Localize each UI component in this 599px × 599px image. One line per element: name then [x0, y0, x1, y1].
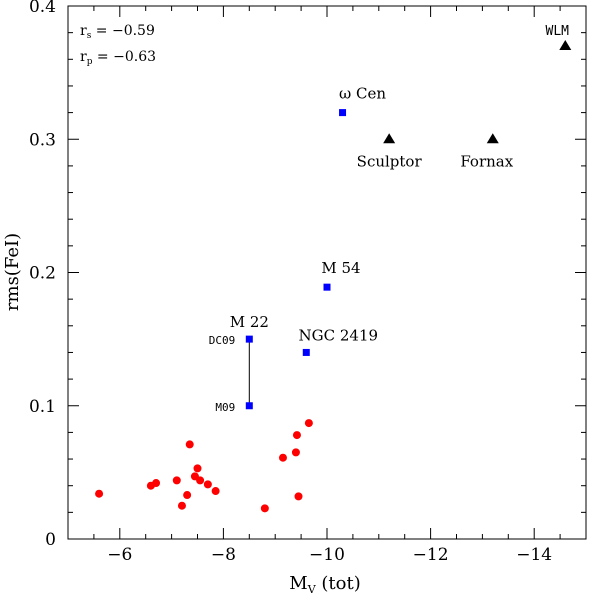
- y-tick-label: 0.2: [29, 264, 56, 284]
- x-tick-label: −14: [516, 545, 552, 565]
- data-point-black: [383, 133, 396, 144]
- stat-spearman: rs = −0.59: [80, 23, 155, 41]
- axis-ticks: [67, 5, 587, 540]
- x-tick-label: −12: [413, 545, 449, 565]
- data-point-blue: [245, 402, 253, 410]
- group-label-m22: M 22: [230, 313, 269, 331]
- point-labels: DC09 M09 NGC 2419 M 54 ω Cen Sculptor Fornax WL…: [209, 24, 569, 414]
- data-point-blue: [339, 109, 347, 117]
- data-point-black: [486, 133, 499, 144]
- data-point-red: [177, 501, 186, 510]
- data-point-red: [95, 489, 104, 498]
- data-point-blue: [302, 348, 310, 356]
- data-point-red: [294, 492, 303, 501]
- point-label: M09: [215, 401, 235, 414]
- stat-spearman-symbol: r: [80, 23, 87, 39]
- data-point-red: [152, 479, 161, 488]
- x-axis-label-sub: V: [307, 583, 317, 596]
- y-axis-label: rms(FeI): [2, 233, 23, 311]
- point-label: M 54: [321, 259, 360, 277]
- data-point-red: [185, 440, 194, 449]
- data-point-red: [260, 504, 269, 513]
- x-axis-label-rest: (tot): [316, 573, 361, 594]
- x-tick-label: −8: [211, 545, 236, 565]
- x-tick-label: −10: [309, 545, 345, 565]
- x-tick-label: −6: [107, 545, 132, 565]
- y-tick-label: 0.4: [29, 0, 56, 17]
- data-point-red: [291, 448, 300, 457]
- data-point-black: [559, 39, 572, 50]
- point-label: ω Cen: [339, 85, 386, 103]
- x-axis-label: MV (tot): [289, 573, 360, 596]
- data-point-red: [292, 431, 301, 440]
- stat-pearson-symbol: r: [80, 49, 87, 65]
- data-point-red: [183, 491, 192, 500]
- data-point-red: [193, 464, 202, 473]
- tick-labels: −6 −8 −10 −12 −14 0 0.1 0.2 0.3 0.4: [29, 0, 552, 565]
- point-label: NGC 2419: [299, 326, 379, 344]
- point-label: Sculptor: [357, 152, 423, 170]
- point-label: DC09: [209, 334, 236, 347]
- y-tick-label: 0.1: [29, 397, 56, 417]
- data-point-red: [203, 480, 212, 489]
- stat-pearson-sub: p: [87, 57, 93, 67]
- point-label: Fornax: [460, 152, 513, 170]
- stat-spearman-value: = −0.59: [91, 23, 155, 39]
- y-tick-label: 0: [45, 530, 56, 550]
- stat-spearman-sub: s: [87, 31, 92, 41]
- point-label: WLM: [546, 24, 570, 39]
- stat-pearson-value: = −0.63: [92, 49, 156, 65]
- stat-pearson: rp = −0.63: [80, 49, 156, 67]
- data-point-red: [278, 453, 287, 462]
- data-point-red: [211, 487, 220, 496]
- data-point-red: [196, 476, 205, 485]
- data-point-blue: [245, 335, 253, 343]
- data-point-red: [172, 476, 181, 485]
- data-points: [95, 39, 572, 513]
- x-axis-label-main: M: [289, 573, 307, 594]
- y-tick-label: 0.3: [29, 130, 56, 150]
- data-point-red: [304, 419, 313, 428]
- data-point-blue: [323, 283, 331, 291]
